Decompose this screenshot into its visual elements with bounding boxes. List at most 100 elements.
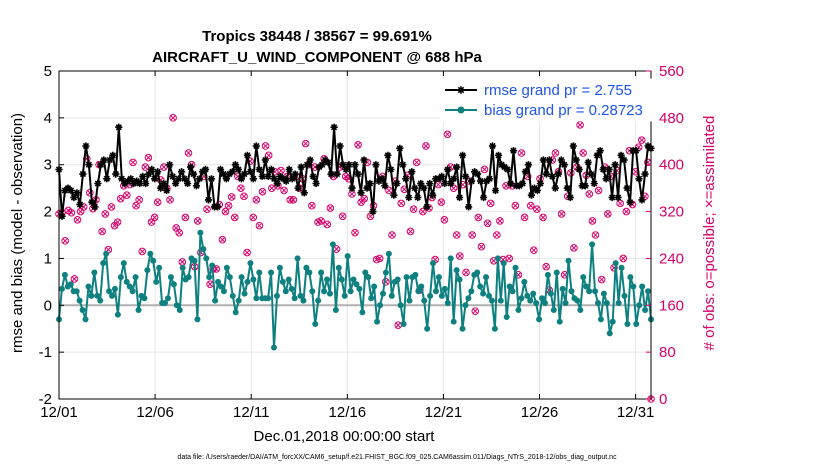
bias-point (456, 276, 463, 283)
bias-point (61, 271, 68, 278)
rmse-point (333, 170, 341, 178)
obs-possible-marker (570, 244, 578, 252)
chart-title: Tropics 38448 / 38567 = 99.691% (202, 28, 432, 45)
rmse-point (453, 163, 461, 171)
bias-point (374, 318, 381, 325)
obs-assimilated-marker (589, 218, 596, 224)
obs-possible-marker (175, 228, 184, 237)
obs-possible-marker (597, 275, 606, 284)
rmse-point (184, 179, 192, 188)
rmse-point (617, 151, 625, 159)
obs-assimilated-marker (352, 230, 358, 236)
bias-point (424, 325, 431, 332)
bias-point (565, 257, 572, 264)
rmse-point (297, 163, 305, 171)
obs-possible-marker (141, 163, 150, 171)
obs-possible-marker (375, 254, 384, 263)
obs-assimilated-marker (528, 203, 534, 209)
rmse-point (545, 156, 553, 164)
rmse-point (270, 175, 278, 183)
bias-point (265, 295, 272, 302)
rmse-point (67, 186, 75, 195)
obs-assimilated-marker (639, 137, 645, 143)
bias-point (568, 288, 575, 295)
obs-possible-marker (576, 121, 584, 129)
rmse-point (76, 200, 84, 209)
rmse-point (384, 151, 392, 159)
obs-possible-marker (452, 231, 461, 239)
bias-point (597, 316, 604, 323)
bias-point (200, 246, 207, 253)
obs-assimilated-marker (367, 213, 374, 219)
bias-point (220, 288, 227, 295)
bias-point (170, 281, 177, 288)
bias-point (583, 283, 590, 290)
bias-point (509, 288, 516, 295)
obs-assimilated-marker (438, 199, 444, 205)
bias-point (618, 264, 625, 271)
bias-point (312, 321, 319, 328)
rmse-point (503, 165, 512, 173)
rmse-point (483, 177, 491, 185)
obs-assimilated-marker (176, 230, 182, 236)
rmse-point (372, 161, 380, 169)
obs-possible-marker (468, 231, 476, 239)
bias-point (194, 316, 201, 323)
footnote: data file: /Users/raeder/DAI/ATM_forcXX/… (177, 454, 617, 461)
y-tick-label: 5 (44, 63, 52, 80)
bias-point (556, 318, 563, 325)
obs-assimilated-marker (259, 189, 266, 195)
obs-assimilated-marker (195, 218, 201, 224)
bias-point (338, 276, 345, 283)
rmse-point (61, 186, 69, 195)
bias-point (377, 302, 384, 309)
bias-point (592, 288, 599, 295)
rmse-point (228, 168, 236, 176)
obs-possible-marker (317, 217, 325, 225)
obs-possible-marker (385, 186, 393, 195)
rmse-point (339, 161, 347, 169)
obs-possible-marker (505, 254, 513, 263)
rmse-point (145, 170, 153, 178)
rmse-point (154, 168, 162, 176)
rmse-point (494, 151, 503, 159)
obs-assimilated-marker (617, 200, 623, 207)
bias-point (580, 274, 587, 281)
y-right-tick-label: 480 (659, 110, 684, 127)
rmse-point (420, 184, 428, 192)
obs-possible-marker (338, 212, 347, 221)
obs-possible-marker (169, 114, 177, 122)
rmse-point (258, 172, 266, 180)
rmse-point (342, 165, 350, 173)
bias-point (541, 299, 548, 306)
obs-possible-marker (70, 275, 79, 283)
bias-point (468, 288, 475, 295)
rmse-point (327, 170, 335, 178)
bias-point (624, 321, 631, 328)
bias-point (120, 260, 127, 267)
obs-assimilated-marker (303, 140, 309, 147)
bias-point (574, 297, 581, 304)
obs-assimilated-marker (543, 263, 549, 270)
obs-possible-marker (98, 227, 106, 236)
bias-point (173, 302, 180, 309)
obs-assimilated-marker (349, 191, 355, 197)
rmse-point (336, 142, 344, 150)
obs-assimilated-marker (361, 196, 367, 202)
bias-point (524, 292, 531, 299)
obs-possible-marker (585, 190, 594, 198)
bias-point (486, 292, 493, 299)
obs-assimilated-marker (407, 228, 414, 235)
x-tick-label: 12/06 (136, 404, 174, 421)
rmse-point (151, 175, 159, 183)
rmse-point (438, 172, 446, 180)
rmse-point (369, 208, 377, 216)
rmse-point (608, 193, 616, 202)
rmse-point (554, 170, 562, 178)
bias-point (247, 260, 254, 267)
rmse-point (563, 184, 571, 192)
obs-assimilated-marker (463, 269, 469, 276)
obs-assimilated-marker (139, 248, 145, 255)
rmse-point (480, 193, 488, 202)
obs-possible-marker (237, 184, 245, 192)
